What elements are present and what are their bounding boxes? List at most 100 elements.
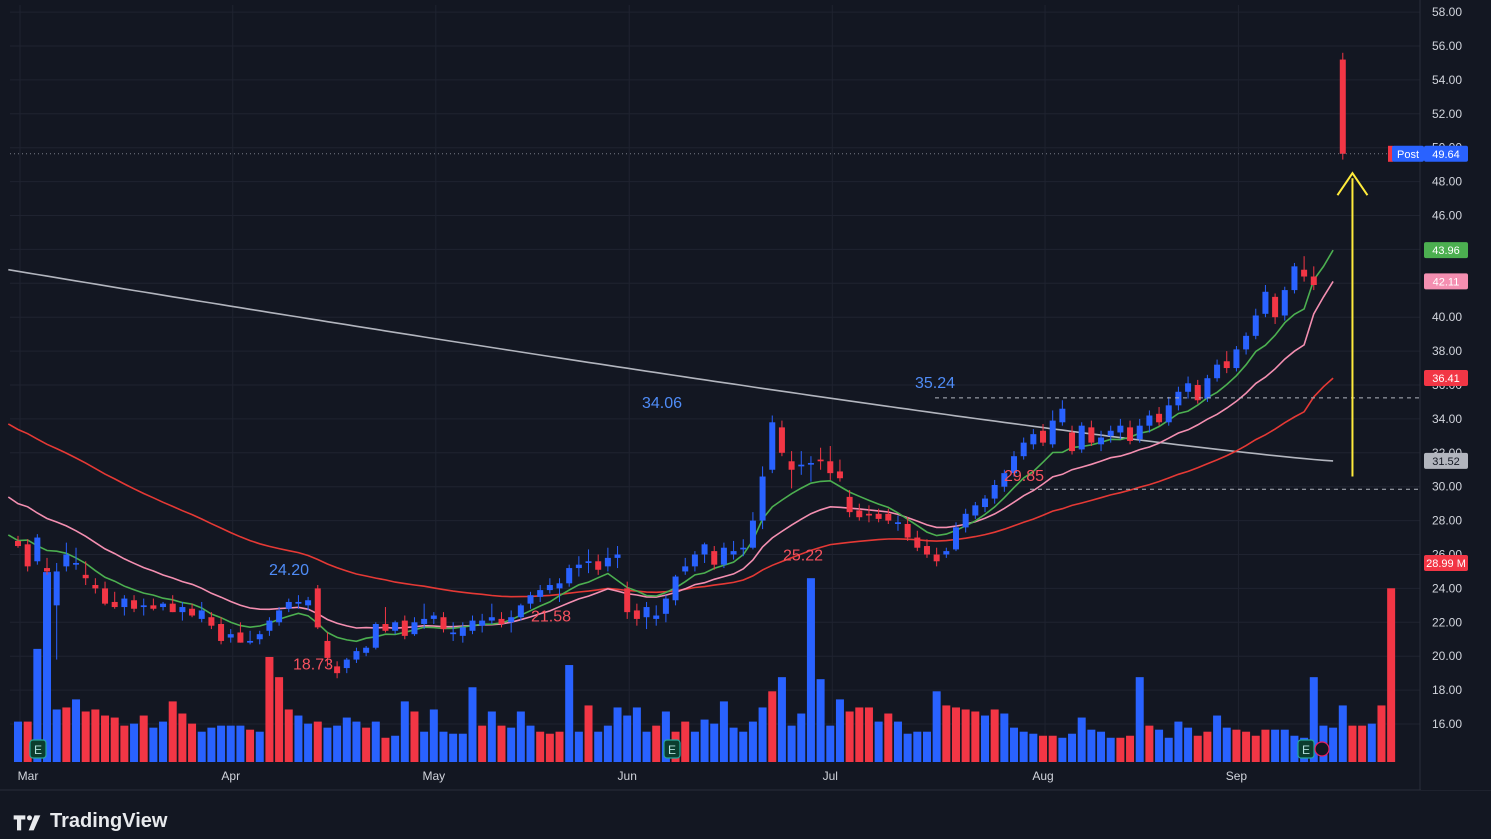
volume-bar (826, 725, 835, 762)
volume-bar (864, 707, 873, 762)
volume-bar (613, 707, 622, 762)
price-label-text: 43.96 (1432, 245, 1460, 257)
candle-body (353, 651, 360, 660)
candle-body (1281, 290, 1288, 316)
volume-bar (1242, 731, 1251, 762)
candle-body (836, 471, 843, 479)
volume-bar (478, 725, 487, 762)
candle-body (1088, 427, 1095, 443)
volume-bar (110, 717, 119, 762)
tradingview-brand[interactable]: TradingView (12, 810, 167, 833)
month-tick-label: May (422, 769, 445, 783)
volume-bar (1174, 721, 1183, 762)
post-tag (1392, 145, 1424, 162)
volume-bar (178, 713, 187, 762)
candle-body (972, 505, 979, 516)
candle-body (305, 600, 312, 606)
volume-bar (333, 725, 342, 762)
volume-bar (1280, 729, 1289, 762)
price-tick-label: 22.00 (1432, 615, 1462, 629)
price-label: 36.41 (1424, 370, 1468, 387)
candle-body (1156, 413, 1163, 423)
candle-body (798, 464, 805, 467)
volume-bar (458, 733, 467, 762)
volume-bar (91, 709, 100, 762)
price-label: 42.11 (1424, 273, 1468, 290)
volume-bar (903, 733, 912, 762)
price-label-box (1424, 555, 1468, 571)
price-label-box (1424, 242, 1468, 259)
volume-bar (139, 715, 148, 762)
candle-body (334, 666, 341, 674)
volume-bar (1164, 737, 1173, 762)
candle-body (82, 574, 89, 579)
volume-bar (1348, 725, 1357, 762)
candle-body (1262, 291, 1269, 314)
volume-bar (1000, 713, 1009, 762)
candle-body (459, 627, 466, 636)
candle-body (92, 585, 99, 589)
price-annotation: 21.58 (531, 608, 571, 625)
candle-body (247, 640, 254, 643)
candle-body (759, 476, 766, 521)
candle-body (73, 562, 80, 565)
volume-bar (236, 725, 245, 762)
candle-body (1011, 456, 1018, 474)
volume-bar (371, 721, 380, 762)
candle-body (237, 632, 244, 643)
candle-body (585, 561, 592, 563)
candle-body (604, 557, 611, 567)
volume-bar (526, 725, 535, 762)
time-axis: Mar Apr May Jun Jul Aug Sep (18, 769, 1248, 783)
candle-body (421, 618, 428, 624)
candle-body (991, 485, 998, 499)
candle-body (102, 588, 109, 604)
earnings-letter: E (1302, 743, 1310, 757)
volume-bar (845, 711, 854, 762)
volume-bar (632, 707, 641, 762)
candle-body (885, 513, 892, 521)
candle-body (411, 622, 418, 635)
earnings-badge (1297, 739, 1315, 759)
price-annotation: 24.20 (269, 562, 309, 579)
candle-body (15, 540, 21, 547)
price-annotation: 35.24 (915, 375, 955, 392)
price-label: 31.52 (1424, 452, 1468, 469)
volume-bar (1222, 727, 1231, 762)
volume-bar (574, 731, 583, 762)
volume-bar (1290, 735, 1299, 762)
volume-bar (255, 731, 264, 762)
volume-bar (323, 727, 332, 762)
volume-bar (487, 711, 496, 762)
price-tick-label: 28.00 (1432, 514, 1462, 528)
volume-bar (1232, 729, 1241, 762)
candle-body (1049, 420, 1056, 445)
volume-bar (468, 687, 477, 762)
candles (15, 52, 1346, 679)
volume-bar (584, 705, 593, 762)
month-tick-label: Jul (823, 769, 838, 783)
candle-body (537, 590, 544, 597)
volume-bar (1193, 735, 1202, 762)
price-annotation: 25.22 (783, 548, 823, 565)
volume-bar (23, 721, 32, 762)
month-tick-label: Mar (18, 769, 39, 783)
volume-bar (1271, 729, 1280, 762)
volume-bar (275, 677, 284, 762)
volume-bar (1077, 717, 1086, 762)
price-tick-label: 18.00 (1432, 683, 1462, 697)
volume-bar (748, 721, 757, 762)
candle-body (807, 462, 814, 465)
price-label: 28.99 M (1424, 555, 1468, 571)
price-tick-label: 56.00 (1432, 39, 1462, 53)
volume-bar (1155, 729, 1164, 762)
candle-body (24, 544, 31, 567)
volume-bar (1184, 727, 1193, 762)
candle-body (343, 659, 350, 669)
candle-body (479, 620, 486, 626)
volume-bar (226, 725, 235, 762)
candle-body (266, 620, 273, 631)
dividend-icon (1314, 741, 1330, 757)
